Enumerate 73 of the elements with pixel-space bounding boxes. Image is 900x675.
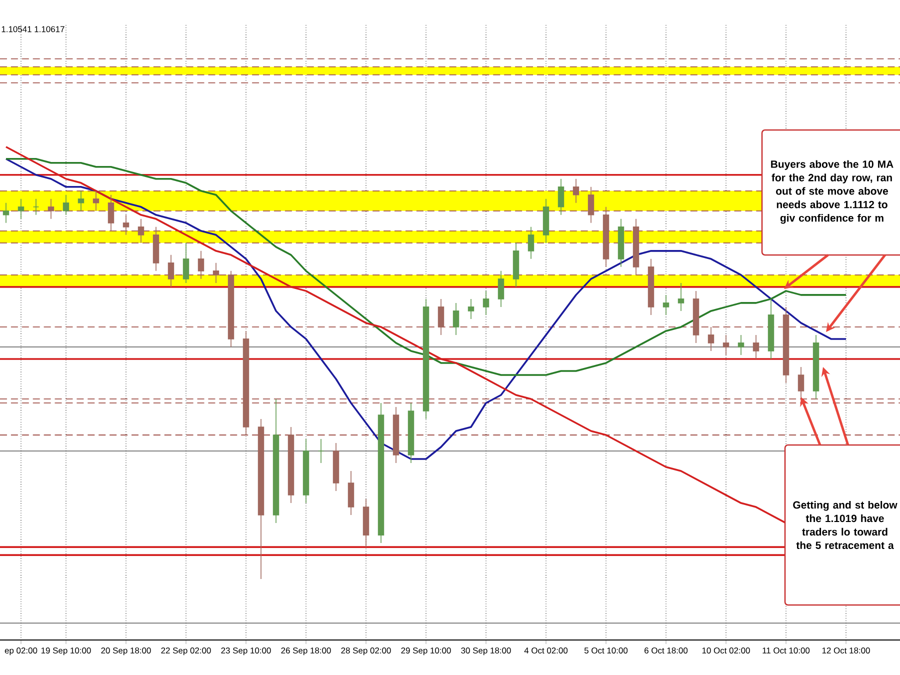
candlestick — [318, 438, 324, 464]
candlestick — [782, 306, 790, 384]
candlestick — [812, 334, 820, 400]
annotation: Buyers above the 10 MA for the 2nd day row, ran out of ste move above needs above 1.1112 to giv confidence for m — [771, 160, 894, 224]
candlestick — [468, 298, 474, 320]
chart-title: 1.10541 1.10617 — [2, 26, 64, 32]
candlestick — [62, 194, 70, 216]
x-tick-label: 22 Sep 02:00 — [161, 648, 211, 656]
candlestick — [452, 302, 460, 336]
candlestick — [138, 218, 144, 244]
x-tick-label: 28 Sep 02:00 — [341, 648, 391, 656]
candlestick — [78, 190, 84, 212]
candlestick — [288, 426, 294, 504]
candlestick — [332, 442, 340, 492]
x-tick-label: 10 Oct 02:00 — [702, 648, 750, 654]
candlestick — [32, 198, 40, 216]
x-tick-label: 30 Sep 18:00 — [461, 648, 511, 656]
candlestick — [422, 298, 430, 420]
candlestick — [168, 254, 174, 288]
x-tick-label: 19 Sep 10:00 — [41, 648, 91, 656]
candlestick — [498, 270, 504, 308]
candlestick — [362, 498, 370, 548]
candlestick — [302, 438, 310, 504]
candlestick — [632, 218, 640, 276]
candlestick — [752, 334, 760, 360]
candlestick — [512, 242, 520, 288]
candlestick — [588, 186, 594, 224]
x-tick-label: 20 Sep 18:00 — [101, 648, 151, 656]
candlestick — [482, 290, 490, 316]
candlestick — [648, 258, 654, 316]
candlestick — [378, 402, 384, 544]
candlestick — [228, 270, 234, 348]
candlestick — [678, 282, 684, 312]
candlestick — [212, 262, 220, 284]
x-tick-label: 23 Sep 10:00 — [221, 648, 271, 656]
candlestick — [2, 202, 10, 224]
x-tick-label: 4 Oct 02:00 — [524, 648, 568, 654]
candlestick — [528, 226, 534, 260]
x-tick-label: 11 Oct 10:00 — [762, 648, 810, 654]
annotation: Getting and st below the 1.1019 have traders lo toward the 5 retracement a — [793, 500, 898, 550]
candlestick — [408, 402, 414, 464]
candlestick — [768, 298, 774, 360]
candlestick — [602, 206, 610, 268]
candlestick — [708, 326, 714, 352]
candlestick — [348, 470, 354, 516]
candlestick — [392, 406, 400, 464]
candlestick — [692, 290, 700, 344]
candlestick — [182, 242, 190, 284]
candlestick — [242, 330, 250, 436]
x-tick-label: 6 Oct 18:00 — [644, 648, 688, 654]
x-tick-label: 29 Sep 10:00 — [401, 648, 451, 656]
candlestick — [272, 398, 280, 524]
candlestick — [258, 418, 264, 580]
candlestick — [572, 178, 580, 204]
x-tick-label: 26 Sep 18:00 — [281, 648, 331, 656]
candlestick — [48, 198, 54, 220]
x-tick-label: 5 Oct 10:00 — [584, 648, 628, 654]
x-tick-label: 12 Oct 18:00 — [822, 648, 870, 654]
candlestick — [152, 226, 160, 272]
candlestick — [438, 298, 444, 336]
candlestick — [722, 334, 730, 356]
candlestick — [108, 194, 114, 232]
candlestick — [558, 178, 564, 216]
candlestick — [662, 294, 670, 316]
candlestick — [738, 334, 744, 356]
x-tick-label: ep 02:00 — [4, 648, 38, 656]
candlestick — [198, 250, 204, 280]
candlestick — [122, 214, 130, 236]
candlestick — [542, 198, 550, 244]
candlestick — [92, 190, 100, 212]
candlestick — [18, 198, 24, 220]
candlestick — [798, 366, 804, 400]
candlestick — [618, 218, 624, 268]
